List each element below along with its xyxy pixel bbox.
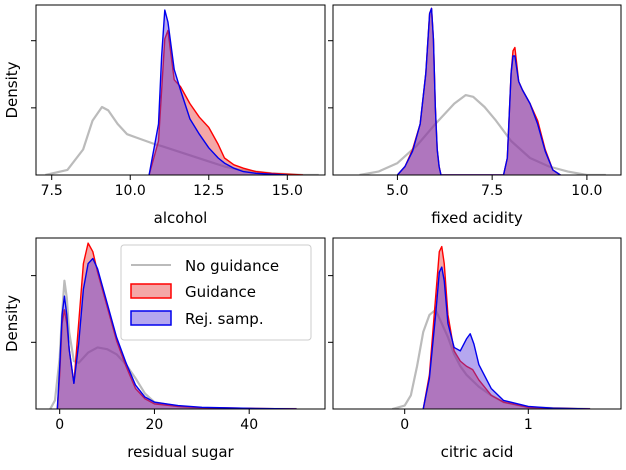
x-tick-label: 40 xyxy=(240,417,258,433)
panel-1: 7.5 10.0 12.5 15.0 alcohol Density xyxy=(3,4,326,227)
axes-frame xyxy=(35,4,326,176)
series-guidance-area xyxy=(397,8,561,175)
plot-area xyxy=(49,242,297,409)
x-axis-label: alcohol xyxy=(154,209,208,227)
legend-label-no-guidance: No guidance xyxy=(185,257,279,275)
panel-2: 5.0 7.5 10.0 fixed acidity xyxy=(328,4,622,227)
legend-swatch-guidance xyxy=(130,283,172,299)
plot-area xyxy=(359,7,606,175)
x-tick-label: 0 xyxy=(55,417,64,433)
legend-label-rej-samp: Rej. samp. xyxy=(185,310,264,328)
x-tick-label: 7.5 xyxy=(481,183,503,199)
axes-frame xyxy=(332,237,622,410)
x-tick-label: 1 xyxy=(524,417,533,433)
legend-label-guidance: Guidance xyxy=(185,283,256,301)
series-guidance-area xyxy=(149,30,304,175)
series-guidance-area xyxy=(423,246,591,409)
x-tick-label: 20 xyxy=(146,417,164,433)
series-rej-samp-area xyxy=(149,10,288,175)
panels: 7.5 10.0 12.5 15.0 alcohol Density 5.0 7.5 10.0 f… xyxy=(3,4,622,461)
series-guidance-line xyxy=(422,245,591,409)
legend-box xyxy=(120,244,312,341)
x-tick-label: 15.0 xyxy=(272,183,303,199)
plot-area xyxy=(45,9,319,175)
series-rej-samp-line xyxy=(148,9,288,175)
x-axis-label: citric acid xyxy=(441,443,514,461)
y-axis-label: Density xyxy=(3,295,21,352)
x-tick-label: 10.0 xyxy=(115,183,146,199)
series-guidance-area xyxy=(57,243,297,409)
panel-3: 0 20 40 residual sugar Density xyxy=(3,237,326,461)
x-tick-label: 0 xyxy=(400,417,409,433)
x-axis-label: fixed acidity xyxy=(431,209,523,227)
axes-frame xyxy=(35,237,326,410)
x-tick-label: 10.0 xyxy=(571,183,602,199)
series-no-guidance-line xyxy=(359,94,606,175)
series-rej-samp-area xyxy=(397,8,561,175)
plot-area xyxy=(392,245,591,409)
x-axis-label: residual sugar xyxy=(127,443,234,461)
x-tick-label: 12.5 xyxy=(193,183,224,199)
series-rej-samp-line xyxy=(396,7,561,175)
series-rej-samp-area xyxy=(423,267,591,409)
y-axis-label: Density xyxy=(3,61,21,118)
axes-frame xyxy=(332,4,622,176)
legend: No guidance Guidance Rej. samp. xyxy=(120,244,312,341)
x-tick-label: 7.5 xyxy=(41,183,63,199)
series-rej-samp-line xyxy=(422,266,591,409)
series-guidance-line xyxy=(56,242,297,409)
x-tick-label: 5.0 xyxy=(386,183,408,199)
series-rej-samp-line xyxy=(56,257,297,409)
series-guidance-line xyxy=(148,29,304,175)
series-rej-samp-area xyxy=(57,258,297,409)
panel-4: 0 1 citric acid xyxy=(328,237,622,461)
legend-swatch-rej-samp xyxy=(130,310,172,326)
